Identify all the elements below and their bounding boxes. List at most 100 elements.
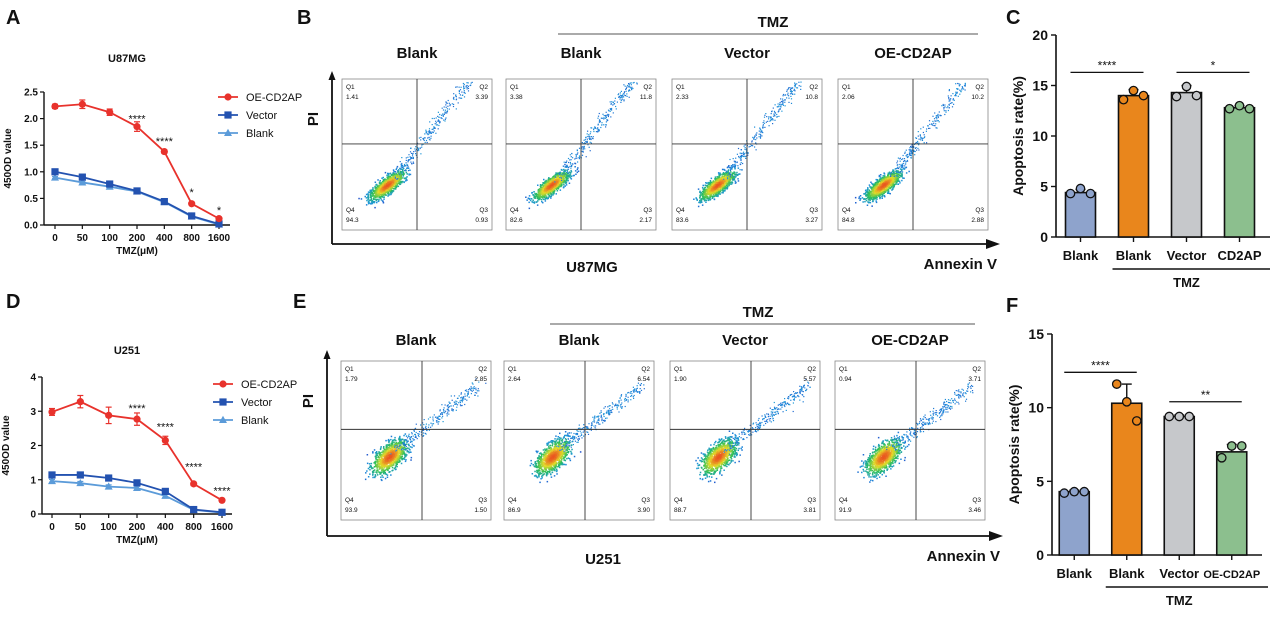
event-dot [386,187,389,189]
event-dot [611,101,613,103]
event-dot [367,191,370,193]
event-dot [894,178,896,181]
event-dot [629,86,631,89]
event-dot [888,192,890,194]
event-dot [581,142,583,144]
event-dot [899,182,901,184]
event-dot [715,190,717,192]
event-dot [715,193,717,196]
event-dot [607,119,609,121]
event-dot [555,185,558,187]
significance-label: **** [156,136,174,148]
event-dot [719,177,721,180]
event-dot [431,131,433,133]
event-dot [792,93,794,95]
event-dot [387,175,389,178]
event-dot [383,186,386,189]
event-dot [376,191,379,193]
event-dot [400,166,402,168]
event-dot [421,144,423,146]
event-dot [723,168,725,171]
event-dot [719,181,722,183]
event-dot [596,131,599,133]
event-dot [957,88,959,90]
event-dot [550,195,553,198]
event-dot [394,177,396,179]
event-dot [888,175,890,177]
event-dot [712,180,715,182]
event-dot [714,176,717,178]
event-dot [874,193,876,195]
event-dot [888,173,890,176]
legend-label: Vector [246,110,278,122]
event-dot [571,163,573,165]
event-dot [578,157,580,159]
event-dot [379,180,381,182]
event-dot [782,98,784,100]
event-dot [921,139,923,141]
event-dot [888,171,891,173]
event-dot [557,181,559,184]
event-dot [611,107,613,110]
event-dot [711,184,714,186]
event-dot [374,452,377,454]
event-dot [429,130,431,132]
event-dot [544,187,547,190]
event-dot [560,168,563,171]
event-dot [367,196,370,198]
event-dot [550,192,552,194]
event-dot [725,173,727,176]
event-dot [715,194,718,197]
event-dot [706,193,709,195]
event-dot [729,169,732,171]
event-dot [702,184,704,187]
event-dot [583,145,585,147]
event-dot [565,161,567,164]
event-dot [700,199,703,201]
event-dot [708,190,711,192]
event-dot [725,183,728,185]
quadrant-q1-label: Q1 [842,84,851,91]
event-dot [411,440,413,443]
quadrant-q3-label: Q3 [479,207,488,214]
event-dot [576,168,579,171]
event-dot [739,169,741,171]
event-dot [708,186,710,189]
event-dot [951,106,954,108]
event-dot [918,142,920,144]
event-dot [372,198,375,201]
event-dot [612,104,614,106]
event-dot [392,172,394,174]
event-dot [734,173,736,176]
event-dot [695,197,697,199]
event-dot [922,126,924,128]
event-dot [616,101,618,103]
event-dot [375,186,378,189]
event-dot [897,174,899,176]
event-dot [581,154,584,156]
event-dot [761,135,763,137]
event-dot [935,127,937,129]
event-dot [872,198,875,201]
event-dot [550,181,552,183]
event-dot [562,176,565,179]
event-dot [934,112,936,114]
event-dot [401,157,403,159]
event-dot [714,186,717,189]
event-dot [718,191,721,193]
event-dot [877,181,879,183]
event-dot [871,192,873,195]
event-dot [870,197,872,200]
event-dot [553,178,556,180]
event-dot [789,90,792,92]
event-dot [563,179,566,182]
event-dot [588,137,590,139]
event-dot [623,96,625,98]
event-dot [883,182,886,185]
event-dot [722,182,724,184]
event-dot [387,184,390,186]
event-dot [620,101,622,103]
event-dot [386,185,389,187]
event-dot [601,122,603,124]
event-dot [601,124,603,126]
